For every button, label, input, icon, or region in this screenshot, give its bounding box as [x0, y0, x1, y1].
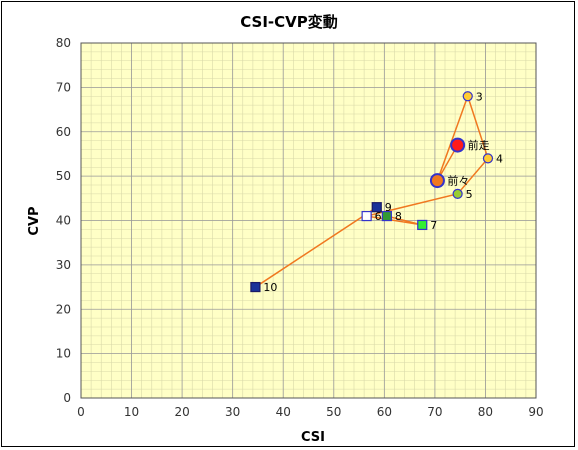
data-point [371, 202, 382, 213]
x-tick-label: 10 [124, 405, 139, 419]
point-label: 前走 [468, 138, 490, 152]
point-label: 10 [263, 281, 277, 294]
data-point [482, 153, 494, 164]
y-tick-label: 60 [56, 125, 71, 139]
x-axis-title: CSI [301, 430, 325, 445]
plot-border [80, 42, 537, 399]
x-tick-label: 60 [377, 405, 392, 419]
x-tick-label: 50 [326, 405, 341, 419]
x-tick-label: 90 [528, 405, 543, 419]
data-point [462, 91, 473, 102]
point-label: 8 [395, 210, 402, 223]
data-point [450, 137, 466, 153]
y-tick-label: 70 [56, 80, 71, 94]
y-tick-label: 80 [56, 36, 71, 50]
data-point [417, 219, 428, 231]
data-point [381, 210, 392, 222]
point-label: 3 [476, 90, 483, 103]
point-label: 4 [496, 152, 503, 165]
y-tick-label: 10 [56, 347, 71, 361]
x-tick-label: 70 [427, 405, 442, 419]
point-label: 前々 [447, 174, 469, 188]
data-point [250, 281, 261, 293]
plot-area: 0 10 20 30 40 50 60 70 80 90 0 10 20 30 40 50 60 70 80 前走前々… [56, 36, 544, 419]
point-label: 9 [385, 201, 392, 214]
point-label: 6 [375, 210, 382, 223]
point-label: 5 [466, 188, 473, 201]
y-tick-label: 30 [56, 258, 71, 272]
data-point [361, 210, 372, 222]
data-point [452, 188, 463, 199]
x-tick-label: 30 [225, 405, 240, 419]
x-tick-label: 0 [77, 405, 85, 419]
chart-title: CSI-CVP変動 [240, 13, 338, 31]
data-point [429, 173, 445, 189]
x-tick-label: 40 [276, 405, 291, 419]
y-tick-label: 20 [56, 302, 71, 316]
y-tick-label: 0 [63, 391, 71, 405]
y-tick-label: 40 [56, 214, 71, 228]
point-label: 7 [430, 219, 437, 232]
x-tick-label: 20 [174, 405, 189, 419]
y-axis-title: CVP [27, 206, 42, 235]
y-tick-label: 50 [56, 169, 71, 183]
x-tick-label: 80 [478, 405, 493, 419]
